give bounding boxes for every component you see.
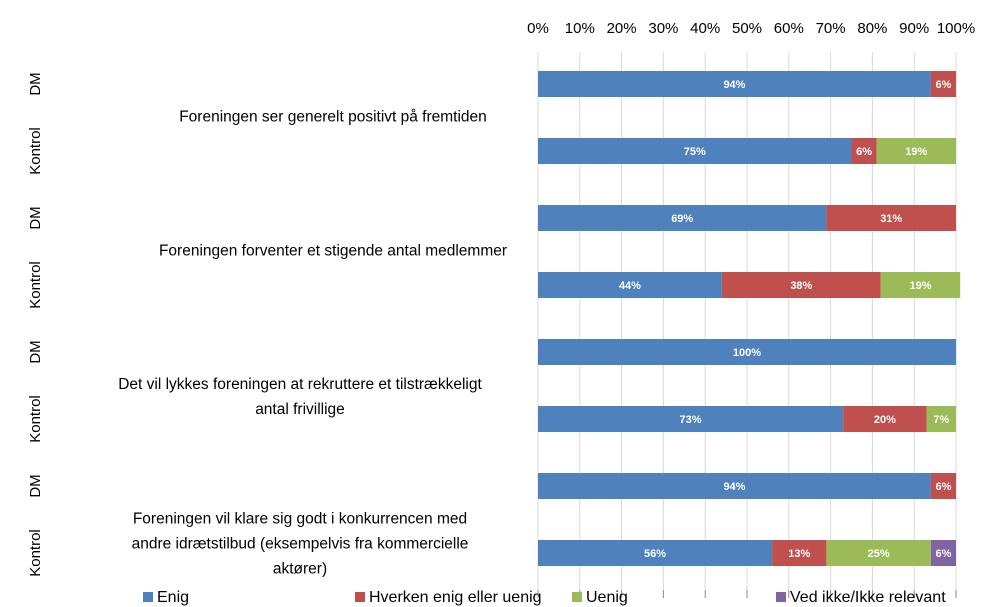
bar-segment (538, 71, 931, 97)
category-label: DM (27, 340, 44, 363)
data-label: 56% (644, 548, 666, 560)
data-label: 73% (680, 414, 702, 426)
data-label: 94% (723, 481, 745, 493)
group-label: Foreningen ser generelt positivt på frem… (179, 109, 487, 126)
bar-segment (826, 540, 931, 566)
data-label: 13% (788, 548, 810, 560)
bar-segment (721, 272, 881, 298)
legend-swatch (776, 592, 786, 602)
x-tick-label: 10% (565, 20, 595, 37)
data-label: 94% (723, 79, 745, 91)
bar-segment (538, 339, 956, 365)
data-label: 75% (684, 146, 706, 158)
bar-segment (538, 205, 827, 231)
data-label: 6% (936, 548, 952, 560)
category-label: Kontrol (27, 127, 44, 175)
x-tick-label: 0% (527, 20, 549, 37)
bar-segment (772, 540, 827, 566)
x-tick-label: 100% (937, 20, 975, 37)
data-label: 6% (856, 146, 872, 158)
group-label: Foreningen vil klare sig godt i konkurre… (133, 511, 467, 528)
category-label: DM (27, 206, 44, 229)
bar-segment (538, 272, 722, 298)
group-label: Foreningen forventer et stigende antal m… (159, 243, 507, 260)
legend-label: Hverken enig eller uenig (369, 589, 542, 606)
x-tick-label: 80% (857, 20, 887, 37)
bar-segment (930, 71, 956, 97)
legend-label: Ved ikke/Ikke relevant (790, 589, 946, 606)
legend-label: Enig (157, 589, 189, 606)
bar-segment (826, 205, 956, 231)
data-label: 19% (905, 146, 927, 158)
category-label: DM (27, 72, 44, 95)
data-label: 6% (936, 79, 952, 91)
group-label: aktører) (273, 561, 327, 578)
data-label: 69% (671, 213, 693, 225)
x-tick-label: 60% (774, 20, 804, 37)
x-tick-label: 90% (899, 20, 929, 37)
data-label: 31% (880, 213, 902, 225)
data-label: 100% (733, 347, 761, 359)
legend-label: Uenig (586, 589, 628, 606)
bar-segment (843, 406, 927, 432)
data-label: 38% (790, 280, 812, 292)
bar-segment (926, 406, 956, 432)
category-label: Kontrol (27, 529, 44, 577)
bar-segment (930, 540, 956, 566)
data-label: 20% (874, 414, 896, 426)
bar-segment (538, 138, 852, 164)
x-tick-label: 50% (732, 20, 762, 37)
bar-segment (930, 473, 956, 499)
data-label: 44% (619, 280, 641, 292)
category-label: Kontrol (27, 261, 44, 309)
group-label: andre idrætstilbud (eksempelvis fra komm… (132, 536, 469, 553)
group-label: Det vil lykkes foreningen at rekruttere … (118, 376, 482, 393)
x-tick-label: 20% (607, 20, 637, 37)
legend-swatch (355, 592, 365, 602)
bar-segment (851, 138, 877, 164)
data-label: 6% (936, 481, 952, 493)
bar-segment (538, 473, 931, 499)
data-label: 25% (868, 548, 890, 560)
data-label: 19% (909, 280, 931, 292)
bar-segment (876, 138, 956, 164)
bar-segment (538, 540, 773, 566)
category-label: Kontrol (27, 395, 44, 443)
bar-segment (880, 272, 961, 298)
legend-swatch (572, 592, 582, 602)
x-tick-label: 70% (816, 20, 846, 37)
data-label: 7% (933, 414, 949, 426)
x-tick-label: 30% (648, 20, 678, 37)
x-tick-label: 40% (690, 20, 720, 37)
group-label: antal frivillige (255, 401, 345, 418)
category-label: DM (27, 474, 44, 497)
bar-segment (538, 406, 844, 432)
legend-swatch (143, 592, 153, 602)
